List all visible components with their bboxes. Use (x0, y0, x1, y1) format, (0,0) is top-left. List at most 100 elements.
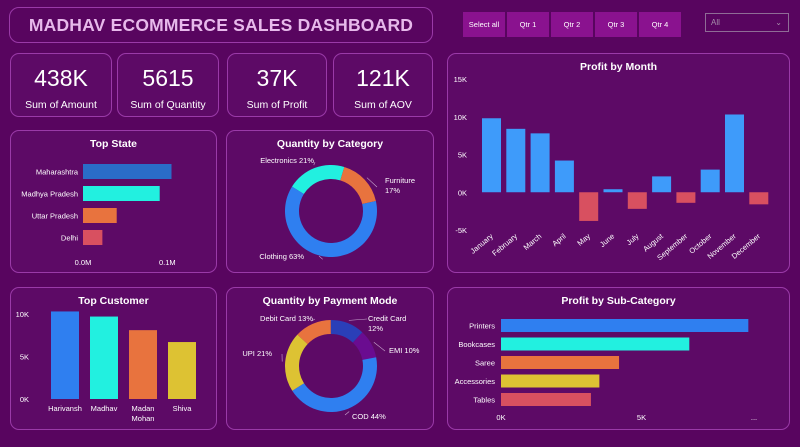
donut-slice (285, 186, 377, 257)
slicer-qtr-2[interactable]: Qtr 2 (551, 12, 593, 37)
quarter-slicer[interactable]: Select all Qtr 1 Qtr 2 Qtr 3 Qtr 4 (463, 12, 681, 37)
x-tick-label: March (522, 232, 544, 252)
bar (83, 164, 172, 179)
donut-slice (285, 334, 308, 391)
kpi-profit-card: 37K Sum of Profit (227, 53, 327, 117)
leader-line (311, 318, 316, 322)
leader-line (313, 161, 316, 166)
bar (501, 374, 600, 388)
leader-line (366, 177, 378, 188)
bar (501, 393, 591, 406)
category-label: Madan (132, 404, 155, 413)
category-label: Tables (473, 396, 495, 405)
y-tick-label: -5K (455, 226, 467, 235)
x-tick-label: 0K (496, 413, 505, 422)
kpi-label: Sum of Quantity (130, 99, 206, 111)
slicer-select-all[interactable]: Select all (463, 12, 505, 37)
top-state-panel: Top State Maharashtra Madhya Pradesh Uttar… (10, 130, 217, 273)
bar (168, 342, 196, 399)
chart-title: Profit by Month (580, 61, 657, 73)
slice-label: Electronics 21% (260, 156, 314, 165)
kpi-value: 121K (356, 65, 410, 91)
category-label: Madhav (91, 404, 118, 413)
slicer-qtr-4[interactable]: Qtr 4 (639, 12, 681, 37)
bar (501, 356, 620, 369)
x-tick-label: July (625, 231, 641, 247)
donut-slice (340, 166, 376, 205)
bar (83, 230, 103, 245)
donut-slice (292, 357, 377, 412)
bar (501, 319, 749, 332)
leader-line (373, 342, 386, 352)
leader-line (348, 318, 368, 321)
chevron-down-icon: ⌄ (775, 18, 782, 27)
bar (603, 189, 623, 193)
x-tick-label: May (575, 231, 592, 247)
category-label: Accessories (455, 377, 496, 386)
x-tick-label: 0.0M (75, 258, 92, 267)
filter-dropdown[interactable]: All ⌄ (705, 13, 789, 32)
category-label: Bookcases (458, 340, 495, 349)
category-label: Madhya Pradesh (21, 190, 78, 199)
bar (51, 311, 79, 399)
y-tick-label: 5K (20, 353, 29, 362)
slice-label: 12% (368, 324, 383, 333)
leader-line (344, 411, 350, 416)
bar (627, 192, 647, 209)
profit-subcat-panel: Profit by Sub-Category Printers Bookcases… (447, 287, 790, 430)
kpi-value: 37K (256, 65, 298, 91)
more-indicator: ... (751, 413, 757, 422)
profit-subcat-chart: Printers Bookcases Saree Accessories Tables0… (455, 319, 757, 422)
y-tick-label: 10K (16, 310, 29, 319)
kpi-label: Sum of AOV (354, 99, 412, 111)
kpi-value: 438K (34, 65, 88, 91)
bar (700, 169, 720, 193)
bar (501, 337, 690, 351)
kpi-aov-card: 121K Sum of AOV (333, 53, 433, 117)
bar (506, 128, 526, 193)
x-tick-label: 5K (637, 413, 646, 422)
slice-label: Furniture (385, 176, 415, 185)
bar (129, 330, 157, 399)
bar (90, 316, 118, 399)
category-label: Mohan (132, 414, 155, 423)
qty-category-panel: Quantity by Category Electronics 21% Furn… (226, 130, 434, 273)
kpi-label: Sum of Profit (246, 99, 308, 111)
donut-slice (297, 320, 331, 345)
dropdown-value: All (711, 18, 720, 27)
chart-title: Top State (89, 138, 138, 150)
y-tick-label: 5K (458, 151, 467, 160)
category-label: Delhi (61, 234, 78, 243)
slice-label: Credit Card (368, 314, 406, 323)
category-label: Uttar Pradesh (32, 212, 78, 221)
category-label: Maharashtra (36, 168, 79, 177)
dashboard-title: MADHAV ECOMMERCE SALES DASHBOARD (9, 7, 433, 43)
bar (554, 160, 574, 193)
bar (725, 114, 744, 193)
slice-label: 17% (385, 186, 400, 195)
x-tick-label: April (550, 231, 568, 248)
bar (749, 192, 769, 205)
x-tick-label: February (490, 231, 519, 257)
leader-line (318, 255, 323, 260)
x-tick-label: 0.1M (159, 258, 176, 267)
donut-slice (352, 332, 377, 360)
slicer-qtr-3[interactable]: Qtr 3 (595, 12, 637, 37)
slice-label: UPI 21% (242, 349, 272, 358)
bar (83, 208, 117, 223)
slice-label: Debit Card 13% (260, 314, 313, 323)
qty-payment-panel: Quantity by Payment Mode Debit Card 13% C… (226, 287, 434, 430)
chart-title: Quantity by Payment Mode (262, 295, 398, 307)
top-state-chart: Maharashtra Madhya Pradesh Uttar Pradesh De… (21, 164, 176, 267)
category-label: Saree (475, 359, 495, 368)
kpi-label: Sum of Amount (25, 99, 97, 111)
bar (652, 176, 672, 193)
slicer-qtr-1[interactable]: Qtr 1 (507, 12, 549, 37)
chart-title: Profit by Sub-Category (561, 295, 676, 307)
slice-label: Clothing 63% (259, 252, 304, 261)
top-customer-panel: Top Customer 0K 5K 10K Harivansh Madhav Madan… (10, 287, 217, 430)
